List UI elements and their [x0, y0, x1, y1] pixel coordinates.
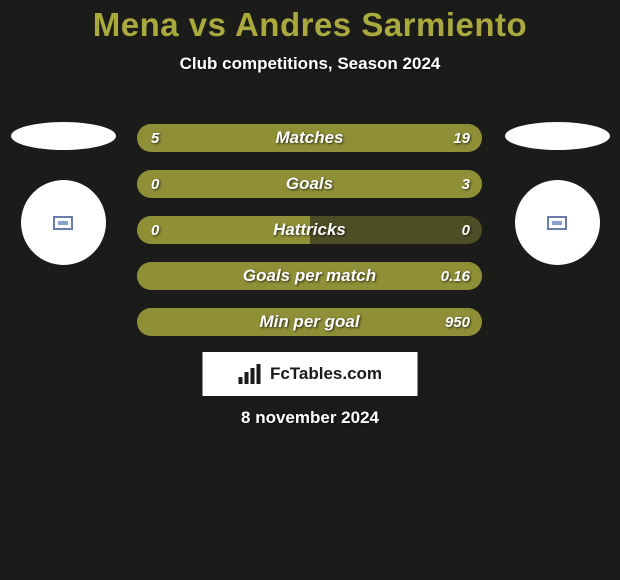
crest-placeholder-icon: [547, 216, 567, 230]
bar-right-fill: [137, 262, 482, 290]
date-line: 8 november 2024: [0, 408, 620, 428]
bar-right-fill: [137, 308, 482, 336]
bar-right-fill: [199, 124, 482, 152]
right-player-column: [502, 122, 612, 265]
stat-bar-row: 519Matches: [137, 124, 482, 152]
left-club-crest-icon: [21, 180, 106, 265]
left-player-column: [8, 122, 118, 265]
right-flag-icon: [505, 122, 610, 150]
stat-bar-row: 03Goals: [137, 170, 482, 198]
stat-bar-row: 00Hattricks: [137, 216, 482, 244]
left-flag-icon: [11, 122, 116, 150]
page-subtitle: Club competitions, Season 2024: [0, 54, 620, 74]
right-club-crest-icon: [515, 180, 600, 265]
bar-left-fill: [137, 216, 310, 244]
crest-placeholder-icon: [53, 216, 73, 230]
page-title: Mena vs Andres Sarmiento: [0, 0, 620, 44]
brand-text: FcTables.com: [270, 364, 382, 384]
bar-right-fill: [137, 170, 482, 198]
bar-left-fill: [137, 124, 199, 152]
bar-right-value: 0: [462, 216, 470, 244]
brand-bars-icon: [238, 363, 264, 385]
stats-bars: 519Matches 03Goals 00Hattricks 0.16Goals pe…: [137, 124, 482, 354]
branding-box: FcTables.com: [203, 352, 418, 396]
stat-bar-row: 0.16Goals per match: [137, 262, 482, 290]
stat-bar-row: 950Min per goal: [137, 308, 482, 336]
comparison-infographic: Mena vs Andres Sarmiento Club competitio…: [0, 0, 620, 580]
